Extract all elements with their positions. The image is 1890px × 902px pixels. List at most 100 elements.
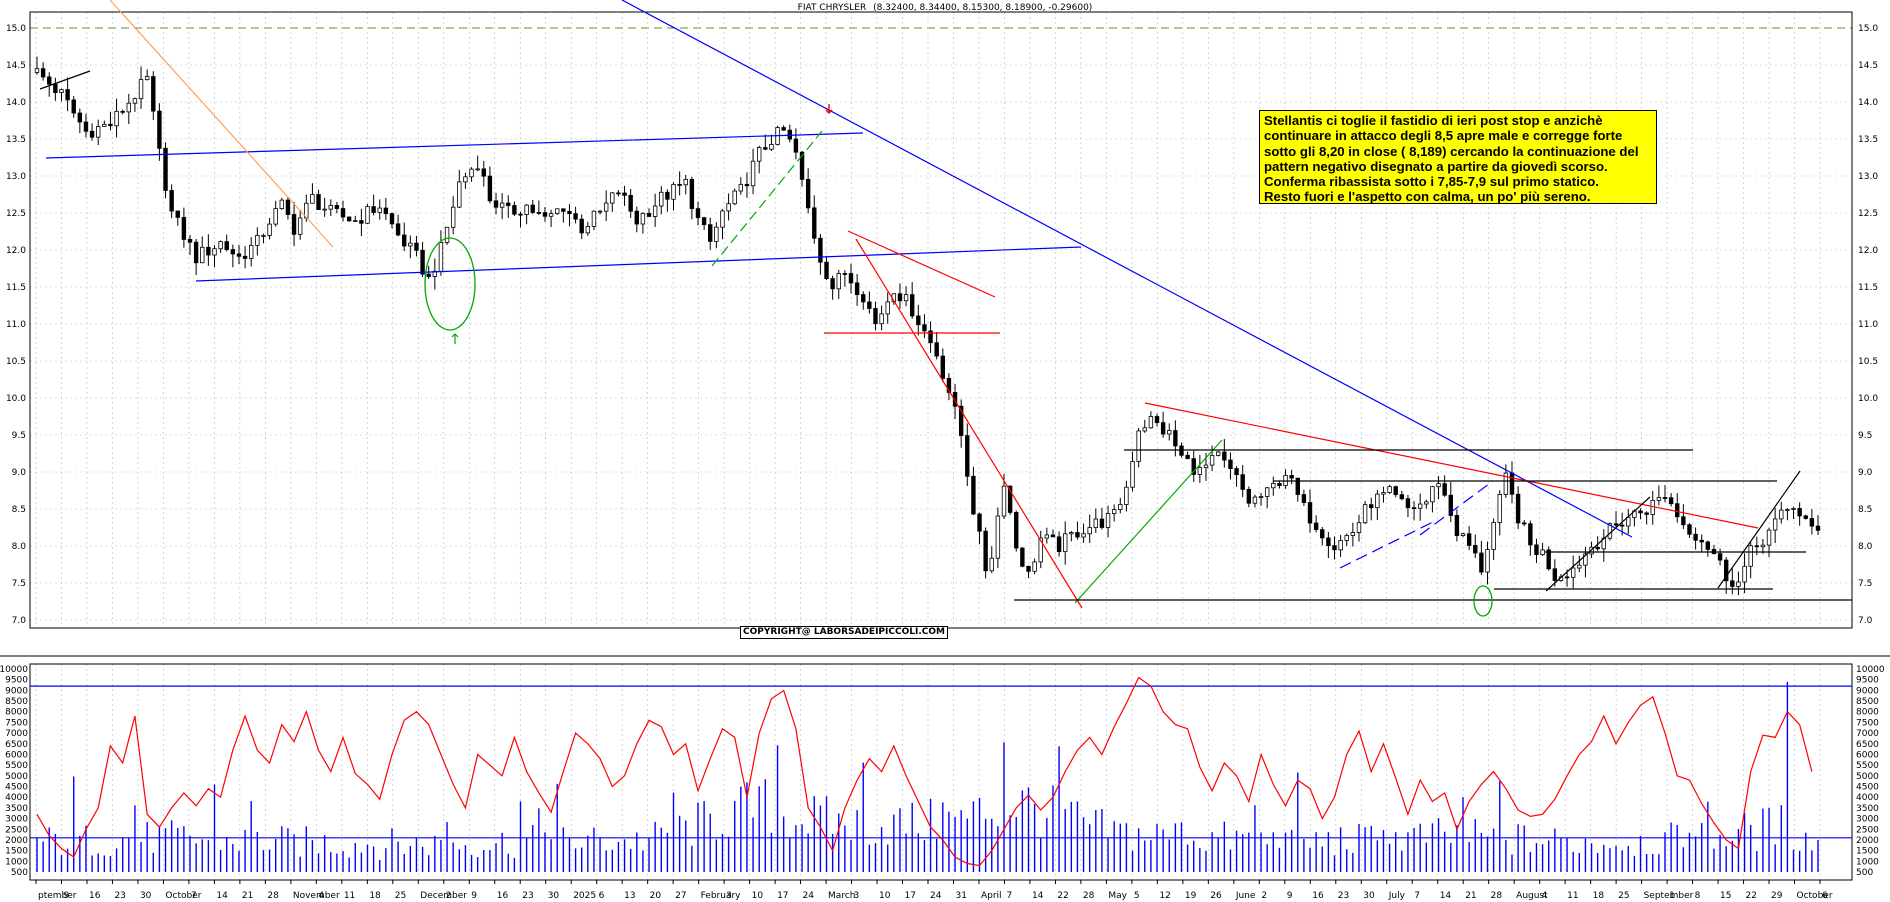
volume-tick-label: 1500: [5, 847, 28, 857]
volume-tick-label: 8500: [5, 697, 28, 707]
price-tick-label: 7.0: [12, 616, 27, 626]
candle-body: [316, 194, 321, 210]
candle-body: [1130, 461, 1135, 488]
candle-body: [1375, 493, 1380, 509]
volume-tick-label: 7000: [1856, 729, 1879, 739]
candle-body: [842, 273, 848, 275]
volume-tick-label: 4500: [5, 783, 28, 793]
candle-body: [1001, 485, 1007, 517]
month-label: October: [1797, 891, 1833, 901]
candle-body: [659, 191, 664, 207]
candle-body: [1723, 559, 1729, 582]
candle-body: [1791, 508, 1796, 510]
candle-body: [983, 530, 988, 572]
candle-body: [1032, 561, 1037, 572]
candle-body: [971, 475, 976, 515]
candle-body: [1662, 497, 1668, 499]
day-label: 16: [497, 891, 509, 901]
candle-body: [1087, 527, 1092, 535]
candle-body: [1111, 509, 1117, 514]
candle-body: [1289, 474, 1294, 479]
candle-body: [1638, 510, 1643, 514]
day-label: 24: [930, 891, 942, 901]
candle-body: [1277, 483, 1282, 486]
candle-body: [450, 206, 456, 228]
candle-body: [952, 392, 958, 407]
day-label: 23: [114, 891, 125, 901]
candle-body: [1779, 509, 1784, 520]
candle-body: [1197, 467, 1203, 475]
candle-body: [818, 237, 823, 263]
candle-body: [965, 435, 970, 477]
volume-bars: [36, 681, 1819, 872]
candle-body: [1522, 522, 1527, 525]
candle-body: [1528, 523, 1533, 546]
day-label: 9: [63, 891, 69, 901]
day-label: 29: [1771, 891, 1783, 901]
candle-body: [65, 89, 70, 101]
candle-body: [53, 83, 58, 93]
candle-body: [1381, 492, 1386, 495]
candle-body: [1436, 483, 1441, 488]
price-tick-label: 11.0: [1858, 320, 1878, 330]
red-down-arrow-marker: [825, 104, 833, 114]
day-label: 15: [1720, 891, 1731, 901]
price-tick-label: 14.5: [6, 61, 26, 71]
price-tick-label: 9.5: [1858, 431, 1872, 441]
day-label: 19: [1185, 891, 1197, 901]
candle-body: [665, 191, 670, 200]
candle-body: [1424, 501, 1429, 505]
price-tick-label: 11.5: [6, 283, 26, 293]
day-label: 7: [191, 891, 197, 901]
candle-body: [677, 184, 682, 186]
price-tick-label: 12.0: [6, 246, 26, 256]
candle-body: [916, 315, 921, 326]
day-label: 22: [1746, 891, 1757, 901]
candle-body: [1797, 508, 1802, 517]
price-tick-label: 13.0: [6, 172, 26, 182]
volume-tick-label: 9500: [1856, 676, 1879, 686]
candle-body: [1179, 445, 1184, 456]
month-label: December: [420, 891, 467, 901]
candle-body: [873, 308, 878, 325]
price-tick-label: 15.0: [6, 24, 26, 34]
candle-body: [977, 513, 982, 532]
month-label: March: [828, 891, 855, 901]
price-tick-label: 8.5: [12, 505, 26, 515]
month-label: July: [1388, 891, 1406, 901]
volume-tick-label: 3000: [1856, 815, 1879, 825]
price-axis-left: 7.0 7.5 8.0 8.5 9.0 9.5 10.0 10.5 11.0 11.5 12.0 12…: [6, 24, 26, 626]
candle-body: [1668, 497, 1674, 505]
candle-body: [1209, 454, 1215, 466]
candle-body: [1240, 474, 1245, 490]
candle-body: [756, 147, 762, 162]
volume-tick-label: 4000: [1856, 793, 1879, 803]
candle-body: [96, 126, 101, 138]
candle-body: [59, 89, 64, 93]
price-tick-label: 10.5: [1858, 357, 1878, 367]
candle-body: [1748, 545, 1753, 567]
candle-body: [187, 239, 193, 243]
candle-body: [1546, 549, 1551, 570]
candle-body: [1766, 529, 1772, 546]
candle-body: [310, 194, 315, 204]
candle-body: [989, 557, 994, 572]
candle-body: [1081, 533, 1086, 538]
candle-body: [1338, 540, 1343, 551]
day-label: 18: [1593, 891, 1605, 901]
candle-body: [1577, 564, 1582, 569]
volume-tick-label: 9000: [1856, 686, 1879, 696]
candle-body: [463, 176, 468, 183]
candle-body: [934, 342, 939, 357]
day-label: 30: [140, 891, 152, 901]
day-label: 21: [1465, 891, 1476, 901]
candle-body: [1228, 459, 1233, 469]
candle-body: [267, 223, 272, 236]
price-tick-label: 14.0: [1858, 98, 1878, 108]
candle-body: [371, 206, 376, 213]
volume-tick-label: 9500: [5, 676, 28, 686]
candle-body: [261, 235, 266, 237]
volume-tick-label: 8500: [1856, 697, 1879, 707]
candle-body: [444, 226, 450, 243]
